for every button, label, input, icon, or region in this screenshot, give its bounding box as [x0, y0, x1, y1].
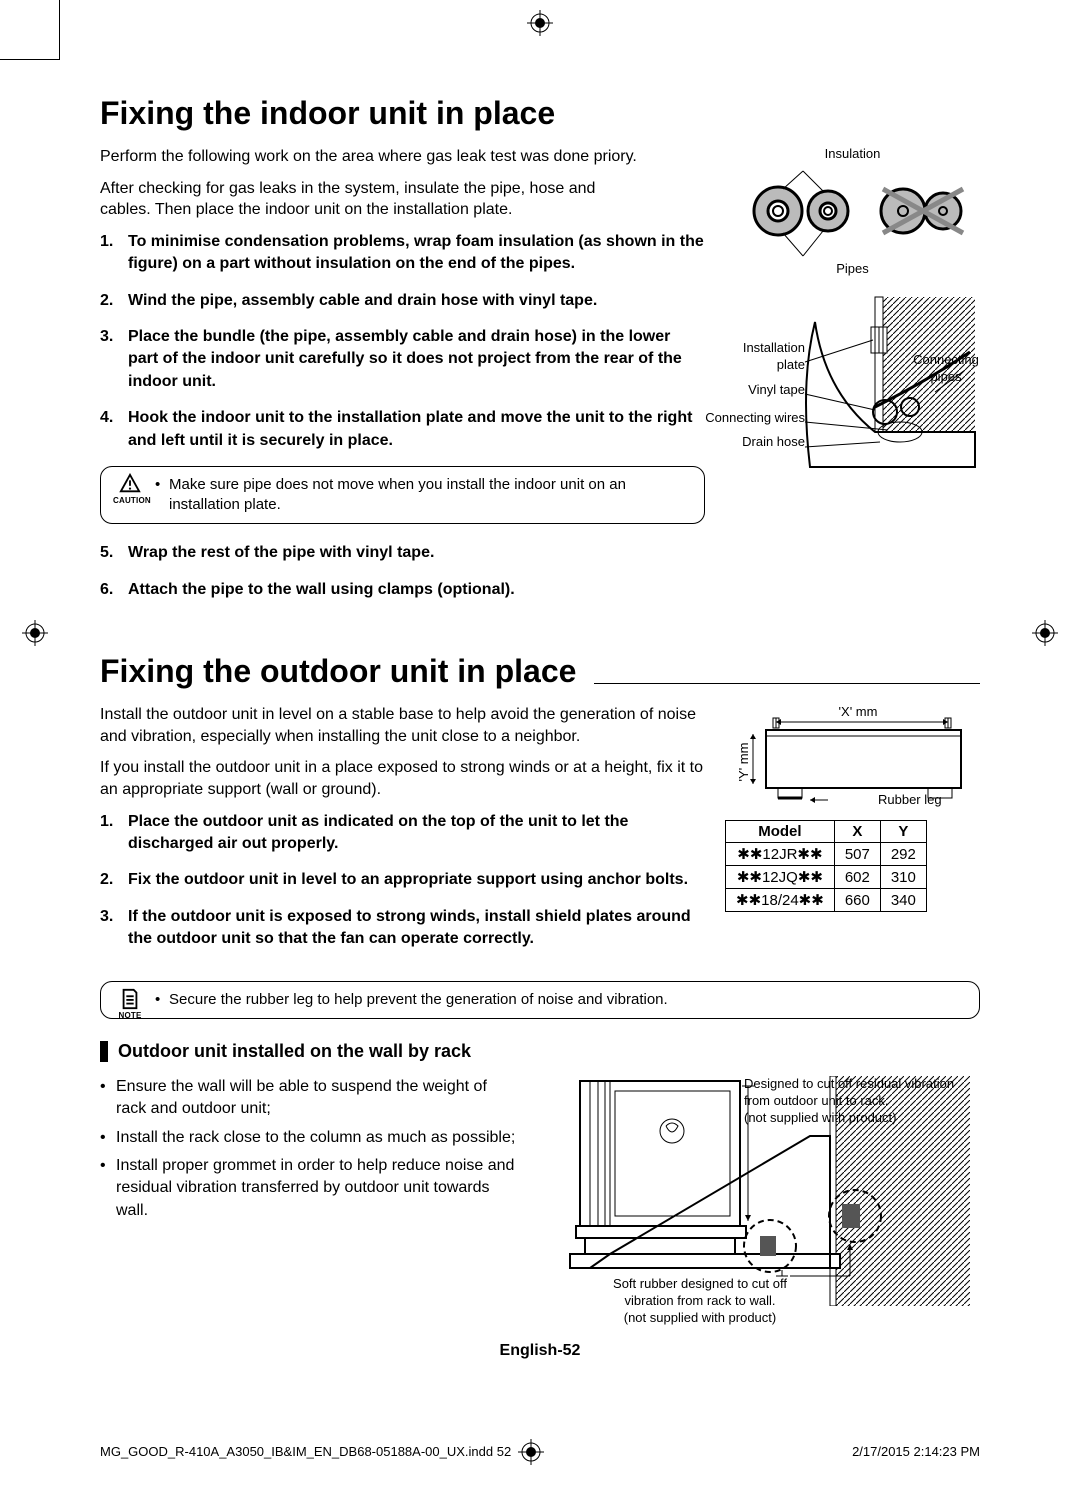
note-text: Secure the rubber leg to help prevent th…	[155, 990, 965, 1010]
note-icon	[113, 988, 147, 1010]
footer-file: MG_GOOD_R-410A_A3050_IB&IM_EN_DB68-05188…	[100, 1444, 511, 1459]
rack-annot: Designed to cut off residual vibration	[744, 1076, 974, 1093]
rack-annot: vibration from rack to wall.	[600, 1293, 800, 1310]
step: Wind the pipe, assembly cable and drain …	[100, 290, 705, 312]
rack-bullets: Ensure the wall will be able to suspend …	[100, 1076, 520, 1222]
rack-annot: Soft rubber designed to cut off	[600, 1276, 800, 1293]
out-intro: Install the outdoor unit in level on a s…	[100, 704, 705, 747]
caution-text: Make sure pipe does not move when you in…	[155, 475, 690, 516]
td: ✱✱12JR✱✱	[726, 843, 835, 866]
figure-outdoor-dim: 'X' mm 'Y' mm Rubber leg	[725, 704, 980, 814]
th: Model	[726, 821, 835, 843]
heading-outdoor: Fixing the outdoor unit in place	[100, 653, 576, 690]
caution-label: CAUTION	[113, 496, 147, 507]
label-conn-pipes: Connecting pipes	[906, 352, 986, 386]
dimension-table: ModelXY ✱✱12JR✱✱507292 ✱✱12JQ✱✱602310 ✱✱…	[725, 820, 927, 912]
td: 310	[880, 866, 926, 889]
intro-text: Perform the following work on the area w…	[100, 146, 705, 168]
heading-indoor: Fixing the indoor unit in place	[100, 95, 980, 132]
page-number: English-52	[100, 1342, 980, 1360]
label-pipes: Pipes	[725, 261, 980, 276]
caution-icon	[113, 473, 147, 495]
indoor-steps-list: To minimise condensation problems, wrap …	[100, 231, 705, 452]
note-label: NOTE	[113, 1011, 147, 1022]
step: Place the outdoor unit as indicated on t…	[100, 811, 705, 856]
note-callout: NOTE Secure the rubber leg to help preve…	[100, 981, 980, 1019]
heading-rule	[594, 683, 980, 684]
rack-annot: from outdoor unit to rack.	[744, 1093, 974, 1110]
svg-text:Rubber leg: Rubber leg	[878, 792, 942, 807]
td: 660	[834, 889, 880, 912]
intro-text: After checking for gas leaks in the syst…	[100, 178, 645, 221]
td: ✱✱12JQ✱✱	[726, 866, 835, 889]
footer-timestamp: 2/17/2015 2:14:23 PM	[852, 1444, 980, 1459]
step: Fix the outdoor unit in level to an appr…	[100, 869, 705, 891]
step: If the outdoor unit is exposed to strong…	[100, 906, 705, 951]
label-conn-wires: Connecting wires	[695, 410, 805, 427]
caution-callout: CAUTION Make sure pipe does not move whe…	[100, 466, 705, 525]
label-install-plate: Installation plate	[715, 340, 805, 374]
indoor-steps-list-2: Wrap the rest of the pipe with vinyl tap…	[100, 542, 705, 601]
td: ✱✱18/24✱✱	[726, 889, 835, 912]
figure-indoor-unit: Installation plate Vinyl tape Connecting…	[725, 292, 980, 472]
svg-text:'Y' mm: 'Y' mm	[738, 743, 751, 782]
label-insulation: Insulation	[725, 146, 980, 161]
bullet: Install the rack close to the column as …	[100, 1127, 520, 1149]
label-drain-hose: Drain hose	[725, 434, 805, 451]
step: Attach the pipe to the wall using clamps…	[100, 579, 705, 601]
figure-insulation: Insulation Pipes	[725, 146, 980, 276]
td: 340	[880, 889, 926, 912]
td: 507	[834, 843, 880, 866]
label-vinyl-tape: Vinyl tape	[725, 382, 805, 399]
sub-heading-rack: Outdoor unit installed on the wall by ra…	[100, 1041, 980, 1062]
step: Place the bundle (the pipe, assembly cab…	[100, 326, 705, 393]
out-intro: If you install the outdoor unit in a pla…	[100, 757, 705, 800]
bullet: Install proper grommet in order to help …	[100, 1155, 520, 1222]
figure-rack: Designed to cut off residual vibration f…	[540, 1076, 980, 1306]
step: Hook the indoor unit to the installation…	[100, 407, 705, 452]
step: Wrap the rest of the pipe with vinyl tap…	[100, 542, 705, 564]
bullet: Ensure the wall will be able to suspend …	[100, 1076, 520, 1121]
rack-annot: (not supplied with product)	[744, 1110, 974, 1127]
step: To minimise condensation problems, wrap …	[100, 231, 705, 276]
th: X	[834, 821, 880, 843]
th: Y	[880, 821, 926, 843]
label-x-mm: 'X' mm	[838, 704, 877, 719]
td: 292	[880, 843, 926, 866]
registration-mark-icon	[518, 1439, 544, 1465]
rack-annot: (not supplied with product)	[600, 1310, 800, 1327]
td: 602	[834, 866, 880, 889]
outdoor-steps-list: Place the outdoor unit as indicated on t…	[100, 811, 705, 951]
